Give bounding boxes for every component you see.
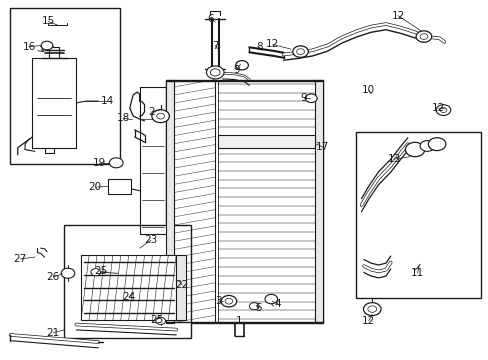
Text: 14: 14 [100,96,113,106]
Circle shape [41,41,53,50]
Text: 17: 17 [315,142,328,152]
Circle shape [292,46,308,57]
Bar [217,135,315,148]
Bar [64,225,190,338]
Text: 25: 25 [150,315,163,325]
Circle shape [221,296,236,307]
Circle shape [363,303,380,316]
Text: 26: 26 [47,272,60,282]
Bar [108,179,131,194]
Circle shape [235,60,248,70]
Text: 6: 6 [206,14,213,24]
Bar [166,80,173,323]
Text: 20: 20 [88,182,102,192]
Bar [10,8,120,164]
Bar [355,132,481,298]
Text: 27: 27 [14,254,27,264]
Text: 7: 7 [211,41,218,50]
Text: 2: 2 [148,107,155,117]
Circle shape [427,138,445,150]
Text: 19: 19 [92,158,105,168]
Text: 13: 13 [387,154,400,164]
Text: 12: 12 [265,40,279,49]
Bar [81,255,176,320]
Text: 24: 24 [122,292,135,302]
Circle shape [419,140,434,151]
Circle shape [206,66,224,79]
Text: 16: 16 [22,42,36,51]
Circle shape [152,110,169,123]
Circle shape [264,294,277,304]
Text: 8: 8 [255,42,262,52]
Text: 11: 11 [410,268,424,278]
Text: 18: 18 [117,113,130,123]
Text: 10: 10 [362,85,375,95]
Text: 1: 1 [236,316,243,325]
Text: 9: 9 [300,93,306,103]
Circle shape [109,158,123,168]
Text: 22: 22 [175,280,188,290]
Text: 23: 23 [144,235,157,245]
Circle shape [415,31,431,42]
Text: 21: 21 [47,328,60,338]
Bar [176,255,185,320]
Text: 12: 12 [431,103,444,113]
Text: 12: 12 [391,11,404,21]
Bar [166,80,322,323]
Circle shape [435,105,450,116]
Text: 12: 12 [362,316,375,325]
Circle shape [210,69,220,76]
Circle shape [156,318,165,324]
Circle shape [249,303,259,310]
Bar [315,80,322,323]
Text: 15: 15 [42,17,55,27]
Text: 9: 9 [232,64,239,75]
Text: 5: 5 [254,303,261,314]
Circle shape [61,268,75,278]
Circle shape [91,269,101,276]
Text: 3: 3 [215,296,222,306]
Circle shape [305,94,317,103]
Text: 4: 4 [274,299,281,309]
Text: 25: 25 [94,266,107,276]
Circle shape [405,142,424,157]
